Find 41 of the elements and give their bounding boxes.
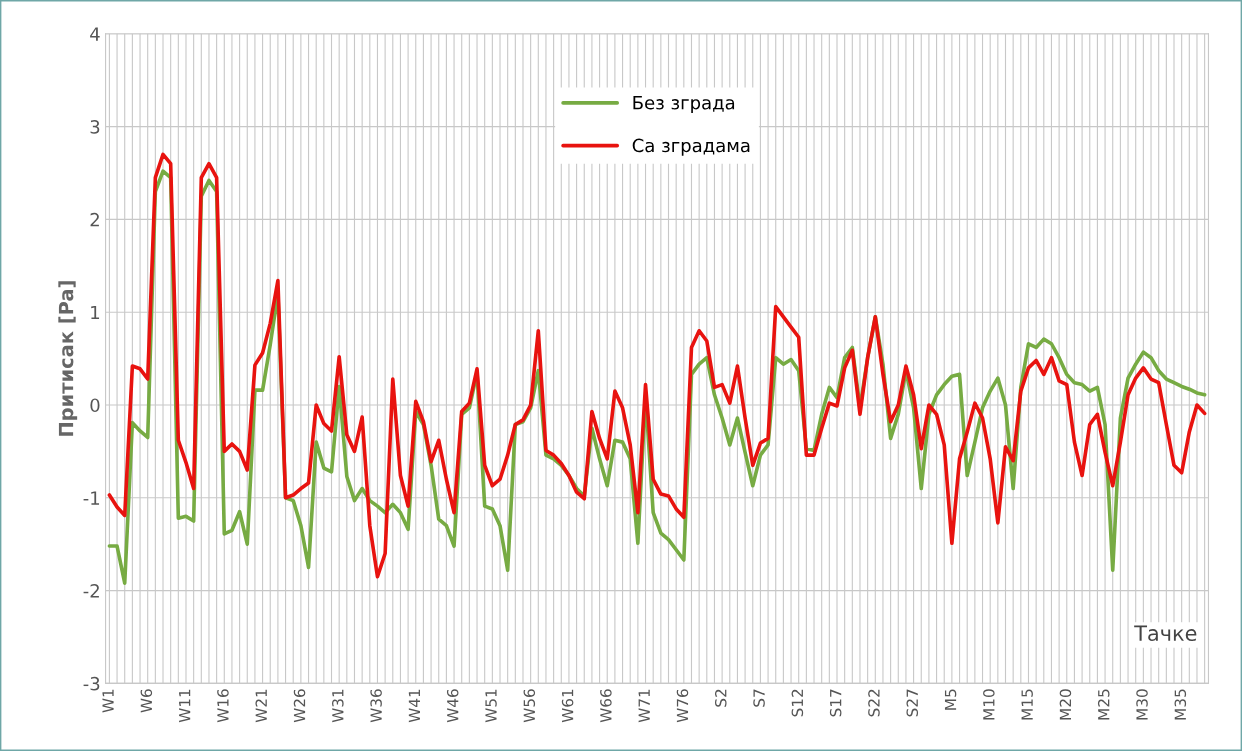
x-tick-label: W11 <box>179 689 191 723</box>
y-tick-label: -1 <box>83 491 100 505</box>
x-tick-label: W21 <box>255 689 267 723</box>
x-tick-label: W26 <box>293 689 306 723</box>
x-tick-label: W1 <box>102 689 114 713</box>
y-axis-title: Притисак [Pa] <box>58 281 78 436</box>
x-tick-label: W31 <box>332 689 344 723</box>
y-tick-label: 2 <box>90 212 99 227</box>
x-tick-label: W46 <box>446 689 459 723</box>
x-tick-label: W71 <box>638 689 650 723</box>
y-tick-label: -2 <box>83 584 99 598</box>
x-tick-label: S2 <box>715 689 727 707</box>
x-tick-label: W61 <box>561 689 574 723</box>
x-tick-label: W66 <box>600 689 612 723</box>
legend-label: Без зграда <box>633 96 735 113</box>
x-tick-label: W56 <box>523 689 536 723</box>
x-tick-label: M10 <box>983 689 995 720</box>
x-tick-label: S17 <box>829 689 842 717</box>
x-tick-label: W51 <box>485 689 497 723</box>
x-tick-label: S12 <box>791 689 804 717</box>
x-tick-label: W36 <box>370 689 382 723</box>
x-tick-label: S7 <box>753 689 765 707</box>
x-tick-label: M5 <box>944 689 957 710</box>
x-axis-title: Тачке <box>1134 625 1197 642</box>
x-tick-label: W76 <box>676 689 689 723</box>
y-tick-label: -3 <box>83 676 100 691</box>
x-tick-label: M35 <box>1174 689 1187 720</box>
x-tick-label: W6 <box>140 689 153 713</box>
y-tick-label: 4 <box>90 27 100 41</box>
y-tick-label: 0 <box>90 398 100 413</box>
x-tick-label: M15 <box>1021 689 1033 720</box>
x-tick-label: W41 <box>408 689 420 723</box>
x-tick-label: M30 <box>1136 689 1148 720</box>
x-tick-label: W16 <box>217 689 229 723</box>
x-tick-label: M20 <box>1059 689 1072 720</box>
y-tick-label: 3 <box>90 120 100 134</box>
legend-label: Са зградама <box>632 138 750 156</box>
x-tick-label: M25 <box>1097 689 1110 720</box>
x-tick-label: S27 <box>906 689 919 717</box>
x-tick-label: S22 <box>868 689 880 717</box>
y-tick-label: 1 <box>91 305 100 320</box>
